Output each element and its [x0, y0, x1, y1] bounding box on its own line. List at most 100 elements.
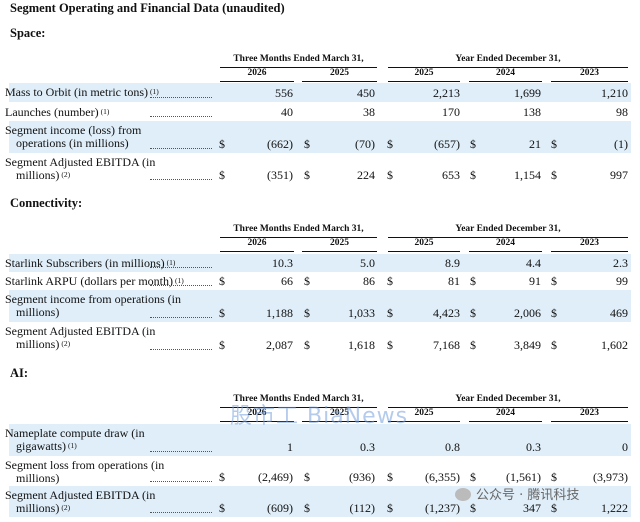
dollar-sign: $	[470, 137, 476, 151]
year-underline	[469, 421, 542, 422]
value-cell: 4.4	[526, 256, 541, 270]
dollar-sign: $	[470, 306, 476, 320]
row-label-line2: gigawatts)	[16, 439, 66, 453]
dollar-sign: $	[470, 501, 476, 515]
section-heading: Connectivity:	[10, 196, 83, 210]
value-cell: 2,087	[266, 338, 293, 352]
dollar-sign: $	[219, 338, 225, 352]
period-underline	[220, 67, 377, 68]
year-header: 2025	[414, 238, 434, 248]
dollar-sign: $	[470, 470, 476, 484]
leader-dots	[150, 96, 212, 98]
value-cell: 170	[442, 105, 460, 119]
period-underline	[220, 237, 377, 238]
period-header: Three Months Ended March 31,	[233, 394, 364, 404]
value-cell: 4,423	[433, 306, 460, 320]
value-cell: (1)	[614, 137, 628, 151]
period-underline	[388, 407, 628, 408]
year-underline	[551, 81, 628, 82]
leader-dots	[150, 148, 212, 149]
dollar-sign: $	[219, 274, 225, 288]
year-underline	[302, 81, 377, 82]
row-label: Mass to Orbit (in metric tons) (1)	[5, 86, 159, 99]
year-header: 2026	[247, 68, 267, 78]
dollar-sign: $	[551, 501, 557, 515]
value-cell: (657)	[434, 137, 460, 151]
footnote-marker: (1)	[68, 441, 77, 450]
value-cell: 653	[442, 168, 460, 182]
value-cell: 0.3	[360, 440, 375, 454]
dollar-sign: $	[551, 168, 557, 182]
row-label: Nameplate compute draw (in gigawatts) (1)	[5, 427, 145, 453]
row-label: Segment income from operations (in millio…	[5, 293, 181, 319]
value-cell: 7,168	[433, 338, 460, 352]
row-label-line1: Nameplate compute draw (in	[5, 426, 145, 440]
value-cell: 8.9	[445, 256, 460, 270]
value-cell: (609)	[267, 501, 293, 515]
value-cell: (351)	[267, 168, 293, 182]
year-header: 2025	[414, 68, 434, 78]
year-underline	[220, 421, 294, 422]
value-cell: 1,602	[601, 338, 628, 352]
year-header: 2025	[330, 238, 349, 248]
dollar-sign: $	[387, 470, 393, 484]
section-heading: AI:	[10, 366, 29, 380]
leader-dots	[150, 481, 212, 482]
value-cell: (70)	[355, 137, 375, 151]
dollar-sign: $	[219, 168, 225, 182]
leader-dots	[150, 317, 212, 318]
table-row	[9, 486, 631, 517]
year-header: 2025	[330, 408, 349, 418]
value-cell: 556	[275, 85, 293, 100]
row-label: Segment Adjusted EBITDA (in millions) (2)	[5, 156, 155, 182]
value-cell: 3,849	[514, 338, 541, 352]
dollar-sign: $	[387, 306, 393, 320]
row-label: Segment income (loss) from operations (in…	[5, 124, 141, 150]
value-cell: 40	[281, 105, 293, 119]
period-header: Three Months Ended March 31,	[233, 224, 364, 234]
wechat-badge-label: 公众号 · 腾讯科技	[476, 488, 580, 503]
row-label: Segment loss from operations (in millions…	[5, 459, 164, 485]
value-cell: 1	[287, 440, 293, 454]
value-cell: 1,222	[601, 501, 628, 515]
value-cell: (3,973)	[593, 470, 628, 484]
row-label: Segment Adjusted EBITDA (in millions) (2)	[5, 489, 155, 515]
row-label: Launches (number) (1)	[5, 105, 109, 119]
value-cell: 5.0	[360, 256, 375, 270]
value-cell: 1,033	[348, 306, 375, 320]
dollar-sign: $	[387, 274, 393, 288]
leader-dots	[150, 451, 212, 452]
leader-dots	[150, 349, 212, 350]
value-cell: 66	[281, 274, 293, 288]
dollar-sign: $	[551, 338, 557, 352]
value-cell: 99	[616, 274, 628, 288]
dollar-sign: $	[387, 501, 393, 515]
dollar-sign: $	[387, 338, 393, 352]
dollar-sign: $	[219, 137, 225, 151]
year-underline	[220, 251, 294, 252]
value-cell: 1,188	[266, 306, 293, 320]
value-cell: 81	[448, 274, 460, 288]
value-cell: (936)	[349, 470, 375, 484]
year-header: 2024	[496, 408, 515, 418]
page-title: Segment Operating and Financial Data (un…	[10, 1, 285, 15]
leader-dots	[150, 512, 212, 513]
year-underline	[388, 421, 460, 422]
year-header: 2026	[247, 408, 267, 418]
year-underline	[551, 251, 628, 252]
year-underline	[388, 81, 460, 82]
value-cell: 21	[529, 137, 541, 151]
row-label: Starlink Subscribers (in millions) (1)	[5, 256, 175, 270]
leader-dots	[150, 116, 212, 117]
value-cell: 86	[363, 274, 375, 288]
footnote-marker: (1)	[175, 275, 184, 285]
year-underline	[388, 251, 460, 252]
value-cell: 2.3	[613, 256, 628, 270]
dollar-sign: $	[387, 168, 393, 182]
value-cell: 0	[622, 440, 628, 454]
dollar-sign: $	[551, 274, 557, 288]
row-label-line1: Segment income (loss) from	[5, 123, 142, 137]
value-cell: 0.8	[445, 440, 460, 454]
value-cell: 138	[523, 105, 541, 119]
year-header: 2023	[580, 408, 599, 418]
